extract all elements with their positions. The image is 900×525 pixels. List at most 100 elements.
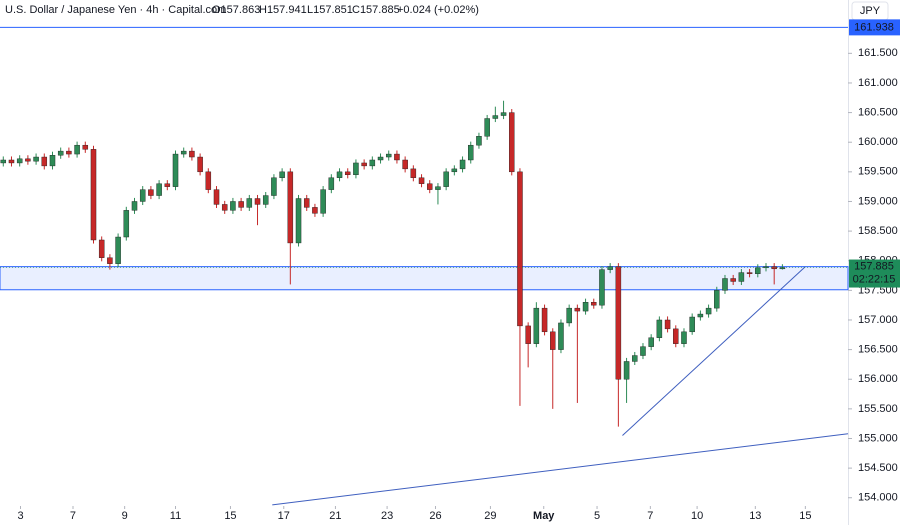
candle-body <box>509 112 515 173</box>
candle-body <box>640 346 646 356</box>
candle-body <box>500 112 507 116</box>
candle-body <box>238 201 244 208</box>
candle-body <box>320 189 326 214</box>
candle-body <box>656 319 663 338</box>
candle-body <box>254 198 261 205</box>
last-price-box <box>849 259 900 288</box>
candle-body <box>517 171 523 327</box>
y-tick-label: 160.000 <box>858 136 898 148</box>
hline-label: 161.938 <box>854 21 894 33</box>
candle-body <box>599 269 605 306</box>
candle-body <box>435 186 441 190</box>
candle-body <box>271 177 277 196</box>
candle-body <box>755 267 761 274</box>
trendline <box>622 266 806 436</box>
candle-body <box>57 150 64 156</box>
candle-body <box>591 302 597 306</box>
candle-body <box>632 355 638 362</box>
candle-body <box>353 162 359 176</box>
candle-body <box>189 150 195 158</box>
candle-body <box>74 144 80 155</box>
y-tick-label: 156.500 <box>858 344 898 356</box>
x-tick-label: 7 <box>70 510 76 522</box>
candle-body <box>689 316 695 333</box>
y-tick-label: 159.000 <box>858 195 898 207</box>
candle-body <box>16 158 23 164</box>
candle-body <box>402 159 408 170</box>
candle-body <box>115 236 121 264</box>
candle-body <box>681 331 687 344</box>
x-tick-label: 11 <box>170 510 181 522</box>
candle-body <box>550 331 556 350</box>
candle-body <box>722 278 728 291</box>
candle-body <box>82 144 89 150</box>
candle-body <box>714 290 720 309</box>
x-tick-label: 5 <box>594 510 600 522</box>
y-tick-label: 158.500 <box>858 225 898 237</box>
candle-body <box>443 171 449 187</box>
candle-body <box>533 307 540 344</box>
candle-body <box>295 198 302 244</box>
candle-body <box>246 198 253 208</box>
candle-body <box>426 183 433 190</box>
ohlc-high: H157.941 <box>259 4 307 16</box>
candle-body <box>697 313 704 318</box>
x-tick-label: 26 <box>429 510 441 522</box>
x-tick-label: 9 <box>122 510 128 522</box>
y-tick-label: 155.500 <box>858 403 898 415</box>
y-tick-label: 160.500 <box>858 106 898 118</box>
candle-body <box>8 159 15 164</box>
candle-body <box>131 201 138 211</box>
x-tick-label: 21 <box>329 510 341 522</box>
candle-body <box>410 168 417 178</box>
ohlc-close: C157.885 <box>352 4 400 16</box>
x-tick-label: 23 <box>381 510 393 522</box>
currency[interactable]: JPY <box>860 5 881 17</box>
candle-body <box>484 118 490 137</box>
candle-body <box>377 156 384 161</box>
y-tick-label: 161.500 <box>858 47 898 59</box>
candle-body <box>303 198 310 208</box>
candle-body <box>164 183 171 187</box>
candle-body <box>139 189 146 202</box>
candle-body <box>738 272 745 282</box>
candle-body <box>566 307 572 324</box>
candle-body <box>730 278 736 282</box>
hline-label-box <box>849 19 900 36</box>
candle-body <box>156 183 162 196</box>
candle-body <box>230 201 236 211</box>
x-tick-label: 17 <box>278 510 290 522</box>
y-tick-label: 154.000 <box>858 492 898 504</box>
candle-body <box>49 155 56 167</box>
candle-body <box>615 266 622 380</box>
candle-body <box>221 204 228 211</box>
candle-body <box>623 361 630 380</box>
candle-body <box>574 307 581 312</box>
x-tick-label: 15 <box>224 510 236 522</box>
candle-body <box>41 156 48 167</box>
candle-body <box>344 171 351 176</box>
candle-body <box>558 322 564 350</box>
x-tick-label: May <box>533 510 555 522</box>
candle-body <box>66 150 72 155</box>
candle-body <box>205 171 212 190</box>
candle-body <box>180 150 187 155</box>
candle-body <box>369 159 376 167</box>
candle-body <box>648 337 654 347</box>
candle-body <box>582 302 589 312</box>
plot <box>0 26 849 506</box>
ohlc-open: O157.863 <box>212 4 260 16</box>
candle-body <box>541 307 548 333</box>
last-price: 157.885 <box>854 260 894 272</box>
candle-body <box>705 307 712 315</box>
candle-body <box>459 159 466 170</box>
y-tick-label: 161.000 <box>858 77 898 89</box>
candle-body <box>468 144 474 161</box>
y-tick-label: 155.000 <box>858 432 898 444</box>
countdown: 02:22:15 <box>853 273 896 285</box>
candle-body <box>287 171 294 244</box>
candle-body <box>312 207 318 214</box>
x-tick-label: 29 <box>484 510 496 522</box>
